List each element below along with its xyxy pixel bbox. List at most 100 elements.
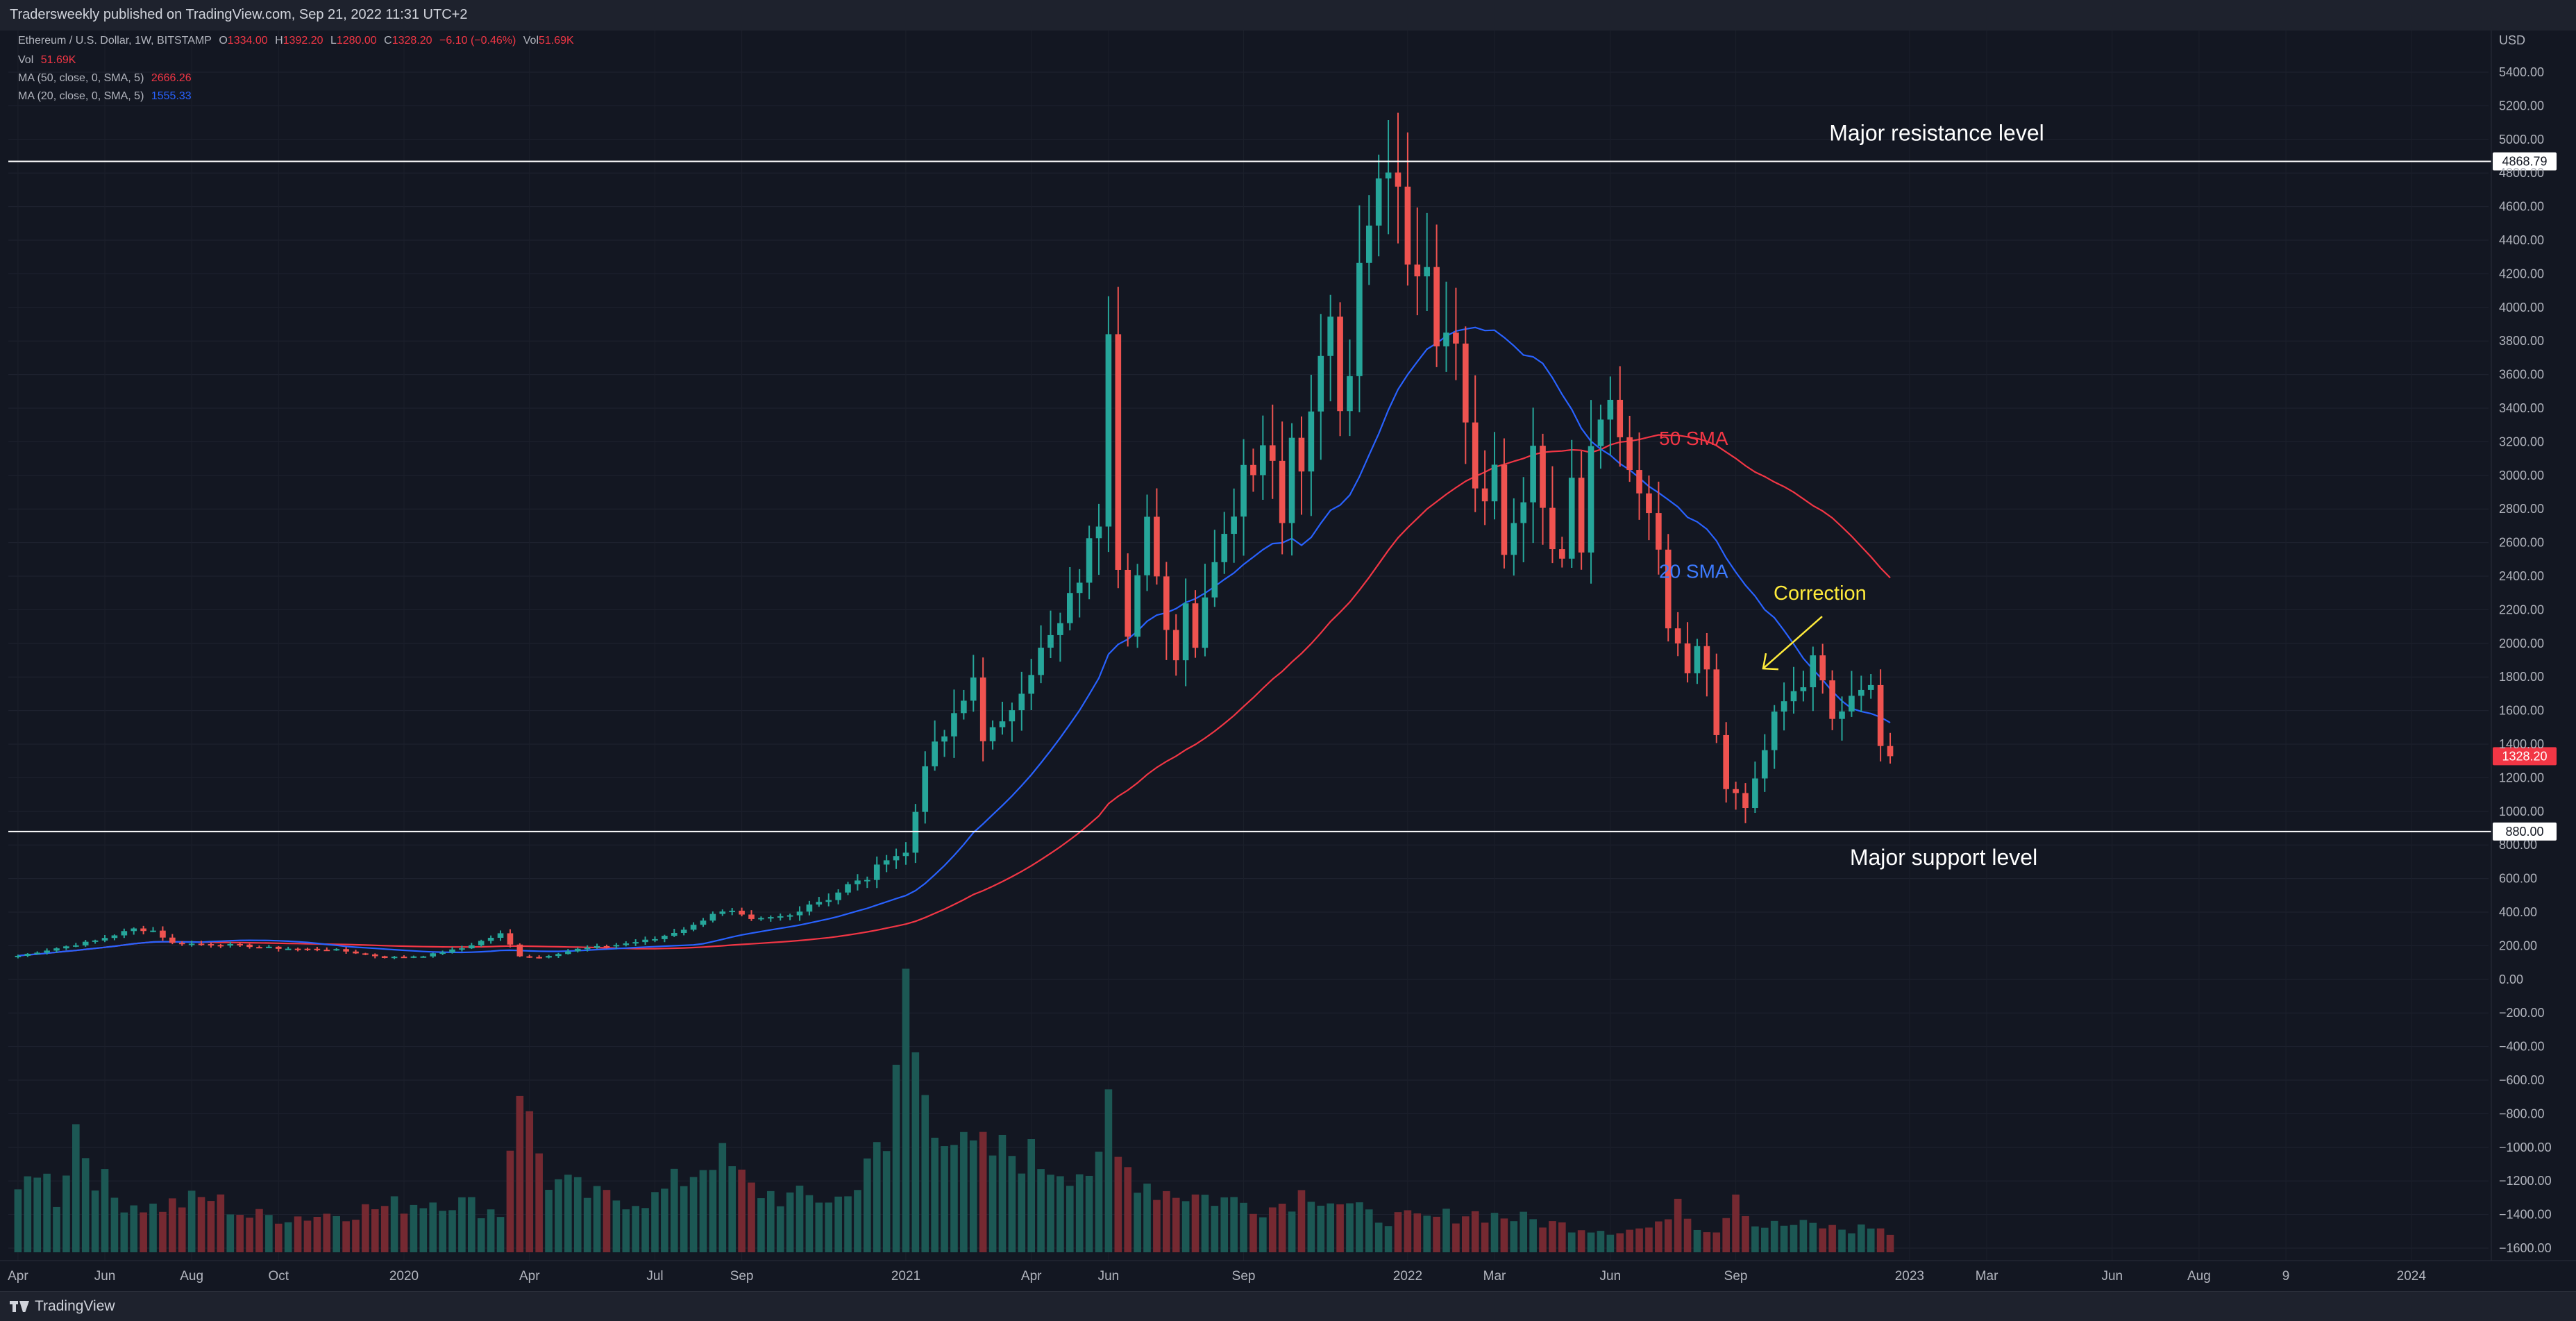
y-tick-label: 3600.00 (2499, 368, 2544, 382)
x-tick-label: 2024 (2397, 1269, 2427, 1284)
axes: 5400.00 5200.00 5000.00 4800.00 4600.00 4400.… (0, 31, 2576, 1284)
candle-body (1414, 264, 1421, 277)
volume-bar (1809, 1222, 1817, 1252)
candle-body (700, 920, 707, 925)
level-price-tag (2493, 152, 2557, 171)
candle-body (449, 949, 455, 953)
volume-bar (786, 1192, 794, 1252)
candle-body (1095, 526, 1102, 539)
candle-body (1404, 186, 1411, 265)
volume-bar (622, 1209, 630, 1252)
y-tick-label: 2200.00 (2499, 603, 2544, 616)
candle-body (1356, 262, 1363, 376)
volume-bar (1452, 1223, 1460, 1252)
candle-body (1540, 446, 1546, 508)
x-tick-label: Aug (2187, 1269, 2211, 1284)
volume-bar (323, 1213, 331, 1252)
volume-bar (1664, 1219, 1672, 1252)
volume-bar (1549, 1221, 1556, 1252)
volume-bar (159, 1211, 167, 1252)
volume-bar (1655, 1221, 1662, 1252)
candle-body (333, 949, 340, 951)
candle-body (1086, 538, 1093, 583)
volume-bar (1037, 1169, 1045, 1252)
volume-bar (1114, 1156, 1122, 1252)
tradingview-logo-icon (10, 1301, 29, 1312)
candle-body (169, 937, 176, 943)
candle-body (1211, 562, 1218, 598)
volume-bar (1047, 1175, 1054, 1252)
x-tick-label: Jun (2101, 1269, 2123, 1284)
candle-body (1154, 516, 1160, 577)
candle-body (680, 929, 687, 933)
tradingview-brand[interactable]: TradingView (10, 1298, 115, 1315)
x-tick-label: Jun (1600, 1269, 1622, 1284)
candle-body (1501, 464, 1508, 555)
candle-body (1395, 172, 1401, 187)
volume-bar (1828, 1225, 1836, 1252)
candle-body (246, 944, 253, 948)
volume-bar (265, 1215, 273, 1252)
volume-bar (380, 1206, 389, 1252)
candle-body (1298, 437, 1305, 472)
candle-body (188, 943, 195, 945)
candle-body (24, 954, 31, 956)
symbol-legend[interactable]: Ethereum / U.S. Dollar, 1W, BITSTAMP O13… (18, 35, 578, 47)
volume-legend[interactable]: Vol 51.69K (18, 54, 80, 67)
volume-bar (573, 1177, 582, 1252)
y-tick-label: 3400.00 (2499, 401, 2544, 415)
candle-body (487, 937, 494, 941)
volume-bar (931, 1137, 938, 1252)
candle-body (101, 938, 108, 941)
price-chart[interactable]: 4868.79 Major resistance level 880.00 Major… (0, 31, 2576, 1291)
x-tick-label: 9 (2282, 1269, 2290, 1284)
y-tick-label: 800.00 (2499, 838, 2537, 852)
volume-bar (1278, 1203, 1286, 1252)
candle-body (410, 956, 417, 958)
volume-bar (864, 1158, 871, 1252)
volume-bar (506, 1150, 514, 1252)
y-tick-label: −200.00 (2499, 1006, 2545, 1020)
low-value: 1280.00 (336, 35, 377, 47)
candle-body (1588, 446, 1594, 553)
candle-body (266, 946, 272, 948)
candle-body (34, 952, 41, 954)
candle-body (1182, 603, 1189, 661)
y-tick-label: −1000.00 (2499, 1141, 2552, 1154)
candle-body (1829, 680, 1835, 719)
candle-body (1665, 549, 1672, 629)
y-tick-label: 1600.00 (2499, 704, 2544, 718)
volume-bar (1124, 1167, 1132, 1252)
ma20-legend[interactable]: MA (20, close, 0, SMA, 5) 1555.33 (18, 90, 196, 103)
x-tick-label: Oct (268, 1269, 289, 1284)
volume-bar (757, 1198, 765, 1252)
volume-bar (1635, 1228, 1643, 1252)
candle-body (227, 943, 234, 946)
y-tick-label: 600.00 (2499, 872, 2537, 886)
candle-body (1887, 746, 1894, 757)
candle-body (902, 852, 909, 857)
volume-bar (1201, 1195, 1209, 1252)
volume-bar (72, 1124, 80, 1252)
x-tick-label: 2021 (891, 1269, 920, 1284)
volume-bar (1104, 1089, 1113, 1252)
volume-bar (1307, 1202, 1315, 1252)
volume-bar (303, 1220, 312, 1252)
ma50-legend[interactable]: MA (50, close, 0, SMA, 5) 2666.26 (18, 72, 196, 85)
volume-bar (1423, 1215, 1431, 1252)
candle-body (526, 956, 533, 958)
volume-bar (728, 1166, 736, 1252)
candle-body (1713, 669, 1720, 735)
candle-body (294, 948, 301, 950)
candle-body (1742, 793, 1749, 809)
volume-bar (1510, 1221, 1518, 1252)
candle-body (1520, 502, 1527, 523)
volume-bar (1143, 1184, 1151, 1252)
level-price-tag (2493, 822, 2557, 841)
symbol-vol-label: Vol (523, 35, 539, 47)
x-tick-label: Aug (180, 1269, 203, 1284)
volume-bar (246, 1218, 253, 1252)
candle-body (1375, 178, 1382, 226)
x-tick-label: Sep (1232, 1269, 1256, 1284)
y-tick-label: 1200.00 (2499, 771, 2544, 784)
